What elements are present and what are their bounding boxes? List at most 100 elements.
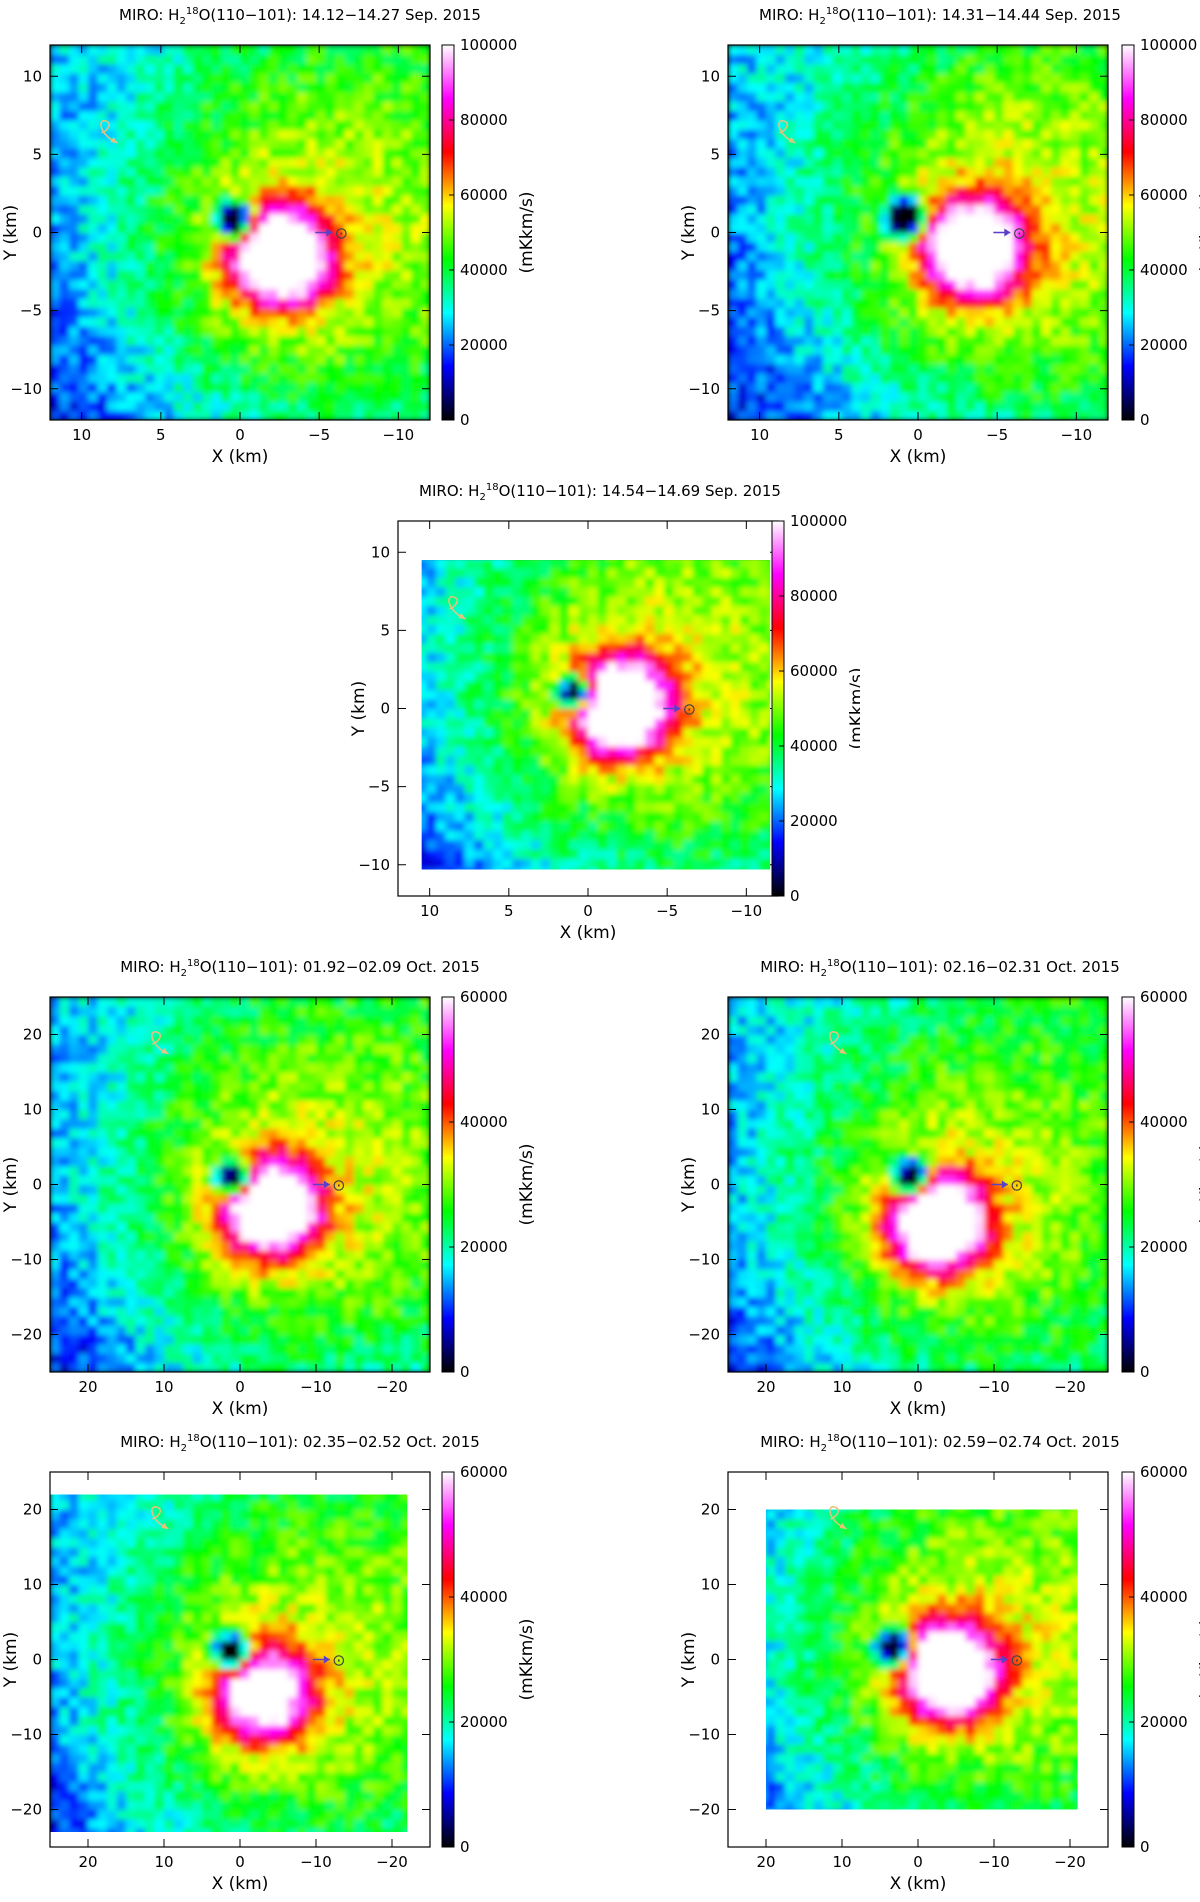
heatmap-cell xyxy=(1022,326,1033,337)
heatmap-cell xyxy=(354,213,365,224)
heatmap-cell xyxy=(607,699,618,710)
heatmap-cell xyxy=(737,45,748,55)
heatmap-cell xyxy=(464,567,475,578)
heatmap-cell xyxy=(398,615,408,625)
heatmap-cell xyxy=(426,708,437,719)
heatmap-cell xyxy=(759,530,769,540)
heatmap-cell xyxy=(740,661,751,672)
heatmap-cell xyxy=(673,661,684,672)
heatmap-cell xyxy=(861,382,872,393)
heatmap-cell xyxy=(794,270,805,280)
heatmap-cell xyxy=(183,401,194,412)
heatmap-cell xyxy=(785,354,796,365)
heatmap-cell xyxy=(1032,288,1043,299)
heatmap-cell xyxy=(512,708,523,719)
heatmap-cell xyxy=(483,642,494,653)
heatmap-cell xyxy=(502,746,513,756)
heatmap-cell xyxy=(1032,354,1043,365)
heatmap-cell xyxy=(445,783,456,794)
heatmap-cell xyxy=(363,138,374,149)
heatmap-cell xyxy=(975,223,986,234)
heatmap-cell xyxy=(899,391,910,402)
heatmap-cell xyxy=(78,223,89,234)
heatmap-cell xyxy=(607,614,618,625)
heatmap-cell xyxy=(145,241,156,252)
heatmap-cell xyxy=(842,45,853,55)
heatmap-cell xyxy=(445,717,456,728)
heatmap-cell xyxy=(908,138,919,149)
heatmap-cell xyxy=(411,279,422,290)
heatmap-cell xyxy=(230,391,241,402)
heatmap-cell xyxy=(794,279,805,290)
heatmap-cell xyxy=(1022,185,1033,196)
heatmap-cell xyxy=(994,307,1005,318)
heatmap-cell xyxy=(1079,345,1090,355)
heatmap-cell xyxy=(240,157,251,168)
heatmap-cell xyxy=(578,821,589,831)
heatmap-cell xyxy=(740,680,751,691)
heatmap-cell xyxy=(956,204,967,215)
heatmap-cell xyxy=(823,213,834,224)
heatmap-cell xyxy=(373,157,384,168)
heatmap-cell xyxy=(759,567,770,578)
heatmap-cell xyxy=(316,138,327,149)
heatmap-cell xyxy=(918,354,929,365)
heatmap-cell xyxy=(278,148,289,159)
heatmap-cell xyxy=(889,382,900,393)
heatmap-cell xyxy=(1041,382,1052,393)
heatmap-cell xyxy=(842,82,853,93)
heatmap-cell xyxy=(1022,288,1033,299)
heatmap-cell xyxy=(78,410,89,420)
heatmap-cell xyxy=(889,157,900,168)
heatmap-cell xyxy=(411,120,422,130)
heatmap-cell xyxy=(183,54,194,65)
heatmap-cell xyxy=(88,213,99,224)
heatmap-cell xyxy=(306,54,317,65)
heatmap-cell xyxy=(278,251,289,262)
heatmap-cell xyxy=(392,82,403,93)
heatmap-cell xyxy=(401,185,412,196)
heatmap-cell xyxy=(645,624,656,635)
heatmap-cell xyxy=(654,560,665,569)
heatmap-cell xyxy=(316,166,327,177)
heatmap-cell xyxy=(823,354,834,365)
heatmap-cell xyxy=(211,195,222,205)
heatmap-cell xyxy=(69,1362,80,1372)
heatmap-cell xyxy=(69,157,80,168)
heatmap-cell xyxy=(880,63,891,74)
heatmap-cell xyxy=(813,288,824,299)
heatmap-cell xyxy=(664,877,674,887)
heatmap-cell xyxy=(88,270,99,280)
heatmap-cell xyxy=(154,251,165,262)
heatmap-cell xyxy=(154,279,165,290)
heatmap-cell xyxy=(588,821,599,831)
heatmap-cell xyxy=(569,877,579,887)
heatmap-cell xyxy=(436,717,447,728)
heatmap-cell xyxy=(436,549,446,559)
heatmap-cell xyxy=(382,185,393,196)
heatmap-cell xyxy=(1060,185,1071,196)
heatmap-cell xyxy=(712,530,722,540)
heatmap-cell xyxy=(392,166,403,177)
heatmap-cell xyxy=(464,755,475,766)
heatmap-cell xyxy=(756,82,767,93)
heatmap-cell xyxy=(78,110,89,121)
heatmap-cell xyxy=(823,279,834,290)
heatmap-cell xyxy=(578,689,589,700)
colorbar-tick-label: 80000 xyxy=(1140,111,1188,129)
heatmap-cell xyxy=(908,166,919,177)
heatmap-cell xyxy=(268,288,279,299)
heatmap-cell xyxy=(436,560,447,569)
heatmap-cell xyxy=(69,307,80,318)
heatmap-cell xyxy=(578,792,589,803)
heatmap-cell xyxy=(559,652,570,663)
heatmap-cell xyxy=(785,110,796,121)
heatmap-cell xyxy=(927,298,938,309)
heatmap-cell xyxy=(474,586,485,597)
heatmap-cell xyxy=(965,410,976,420)
heatmap-cell xyxy=(1013,82,1024,93)
heatmap-cell xyxy=(1013,251,1024,262)
heatmap-cell xyxy=(420,223,430,234)
heatmap-cell xyxy=(1079,157,1090,168)
heatmap-cell xyxy=(411,101,422,112)
